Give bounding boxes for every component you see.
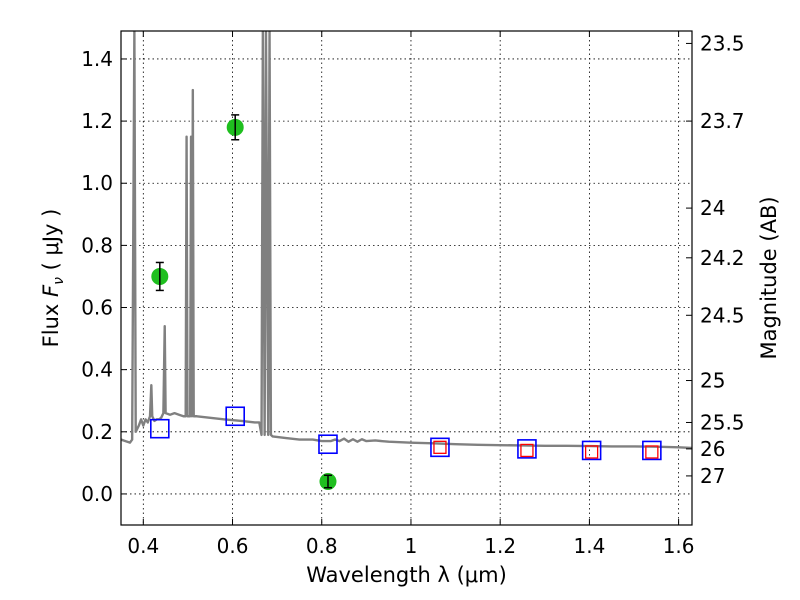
model-photometry-square [642, 440, 662, 461]
measured-nir-square [520, 443, 534, 458]
tick-layer: 0.4 0.6 0.8 1 1.2 1.4 1.6 0.0 0.2 0.4 0.6 0.8 1.0 1.2… [81, 31, 745, 558]
model-spectrum-layer [121, 31, 692, 450]
right-tick-label: 24.2 [700, 246, 745, 270]
y-tick-label: 1.4 [81, 47, 113, 71]
right-tick-label: 24 [700, 196, 725, 220]
x-tick-label: 1.2 [484, 534, 516, 558]
y-tick-label: 1.0 [81, 171, 113, 195]
x-tick-label: 0.6 [217, 534, 249, 558]
x-tick-label: 1.6 [663, 534, 695, 558]
right-tick-label: 27 [700, 464, 725, 488]
model-photometry-square [581, 440, 602, 461]
x-tick-label: 1.4 [573, 534, 605, 558]
model-photometry-square [150, 418, 170, 439]
measured-nir-square [584, 445, 599, 459]
plot-frame [120, 30, 693, 526]
model-photometry-square [430, 437, 450, 458]
right-axis-label: Magnitude (AB) [757, 196, 781, 359]
y-tick-label: 0.2 [81, 420, 113, 444]
y-tick-label: 0.4 [81, 358, 113, 382]
right-tick-label: 25.5 [700, 410, 745, 434]
error-bar [155, 261, 164, 292]
grid-layer [121, 31, 692, 525]
error-bar [323, 474, 332, 489]
x-tick-label: 0.8 [306, 534, 338, 558]
y-axis-label: Flux Fν ( μJy ) [39, 209, 67, 348]
model-photometry-square [517, 439, 537, 459]
right-tick-label: 26 [700, 437, 725, 461]
right-tick-label: 24.5 [700, 303, 745, 327]
y-tick-label: 0.6 [81, 296, 113, 320]
measured-nir-square [645, 445, 659, 459]
right-tick-label: 23.7 [700, 109, 745, 133]
y-tick-label: 1.2 [81, 109, 113, 133]
y-tick-label: 0.0 [81, 482, 113, 506]
right-tick-label: 23.5 [700, 31, 745, 55]
error-bar [231, 114, 240, 141]
measured-nir-square [433, 440, 447, 454]
model-photometry-square [318, 434, 338, 455]
markers-layer [150, 114, 662, 491]
model-photometry-square [225, 406, 245, 427]
x-axis-label: Wavelength λ (μm) [306, 563, 507, 587]
model-spectrum-line [121, 31, 692, 450]
right-tick-label: 25 [700, 369, 725, 393]
y-tick-label: 0.8 [81, 233, 113, 257]
x-tick-label: 1 [405, 534, 418, 558]
x-tick-label: 0.4 [127, 534, 159, 558]
